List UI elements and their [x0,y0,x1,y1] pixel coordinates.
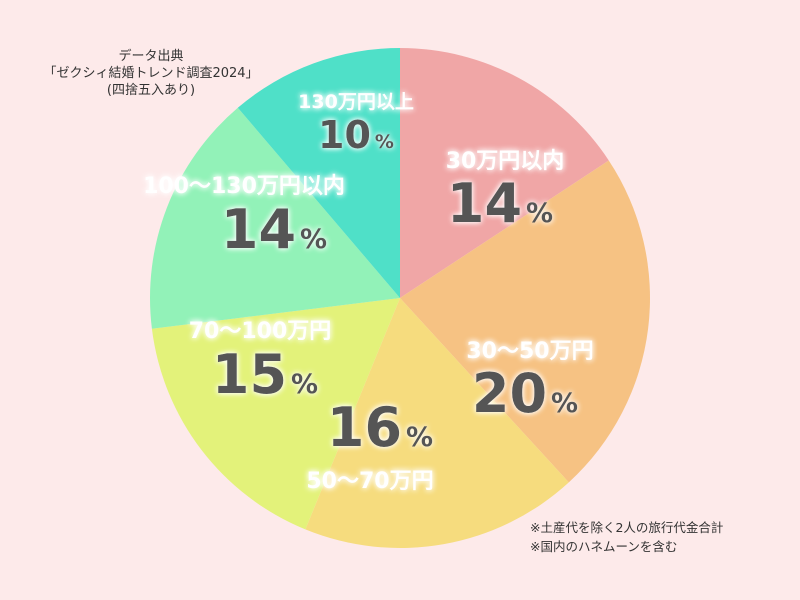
pie-slice [151,298,400,530]
pie-slice [237,48,400,298]
footnote-2: ※国内のハネムーンを含む [530,539,678,554]
slice-percent-label: 14% [447,172,553,235]
pie-slice [305,298,569,548]
footnotes: ※土産代を除く2人の旅行代金合計 ※国内のハネムーンを含む [530,518,723,556]
slice-percent-label: 20% [472,362,578,425]
slice-percent-label: 14% [221,198,327,261]
pie-slice [150,107,400,329]
data-source-note: データ出典 「ゼクシィ結婚トレンド調査2024」 (四捨五入あり) [20,48,282,99]
pie-slice [400,160,651,483]
source-line-3: (四捨五入あり) [106,83,196,98]
slice-category-label: 30万円以内 [446,149,565,174]
slice-category-label: 100～130万円以内 [143,174,345,199]
pie-slice [400,48,609,298]
slice-percent-label: 10% [318,113,394,157]
slice-percent-label: 15% [212,343,318,406]
footnote-1: ※土産代を除く2人の旅行代金合計 [530,520,724,535]
source-line-1: データ出典 [118,49,184,64]
slice-category-label: 30～50万円 [466,339,593,364]
source-line-2: 「ゼクシィ結婚トレンド調査2024」 [43,66,259,81]
slice-category-label: 50～70万円 [306,469,433,494]
slice-category-label: 70～100万円 [189,319,332,344]
slice-percent-label: 16% [327,396,433,459]
slice-category-label: 130万円以上 [298,91,414,113]
